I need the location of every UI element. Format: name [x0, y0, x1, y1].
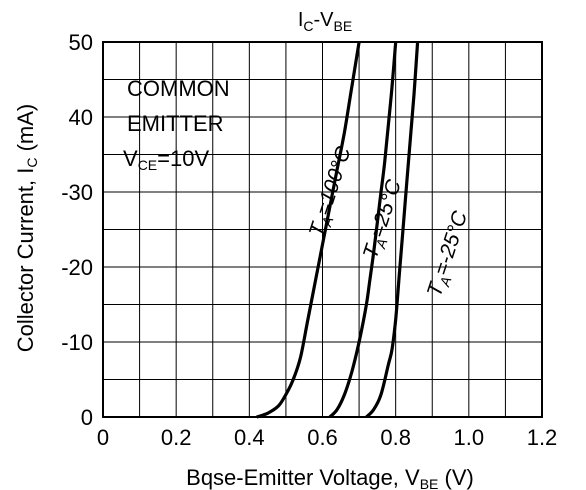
x-axis-label: Bqse-Emitter Voltage, VBE (V): [186, 465, 474, 490]
series-curves: [256, 41, 420, 419]
y-tick-label: 0: [81, 405, 93, 430]
annotation-line-3: VCE=10V: [123, 146, 209, 173]
x-axis-ticks: 0 0.2 0.4 0.6 0.8 1.0 1.2: [97, 425, 557, 450]
curve-100c: [256, 41, 361, 419]
x-tick-label: 0.8: [380, 425, 411, 450]
curve-minus25c: [365, 41, 420, 419]
annotation-line-1: COMMON: [127, 76, 230, 101]
y-tick-label: -30: [61, 180, 93, 205]
x-tick-label: 1.2: [527, 425, 558, 450]
curve-25c: [328, 41, 398, 419]
plot-frame: [102, 41, 543, 418]
annotation-line-2: EMITTER: [127, 111, 224, 136]
y-axis-label: Collector Current, IC (mA): [13, 104, 40, 353]
y-tick-label: -10: [61, 330, 93, 355]
x-tick-label: 1.0: [454, 425, 485, 450]
conditions-annotation: COMMON EMITTER VCE=10V: [123, 76, 230, 173]
y-axis-ticks: 0 -10 -20 -30 40 50: [61, 30, 93, 430]
series-label-minus25c: TA=-25°C: [423, 208, 475, 301]
y-tick-label: 50: [69, 30, 93, 55]
x-tick-label: 0: [97, 425, 109, 450]
x-tick-label: 0.6: [307, 425, 338, 450]
grid: [103, 42, 542, 417]
y-tick-label: 40: [69, 105, 93, 130]
y-tick-label: -20: [61, 255, 93, 280]
chart-title: IC-VBE: [298, 9, 352, 34]
x-tick-label: 0.4: [234, 425, 265, 450]
x-tick-label: 0.2: [161, 425, 192, 450]
